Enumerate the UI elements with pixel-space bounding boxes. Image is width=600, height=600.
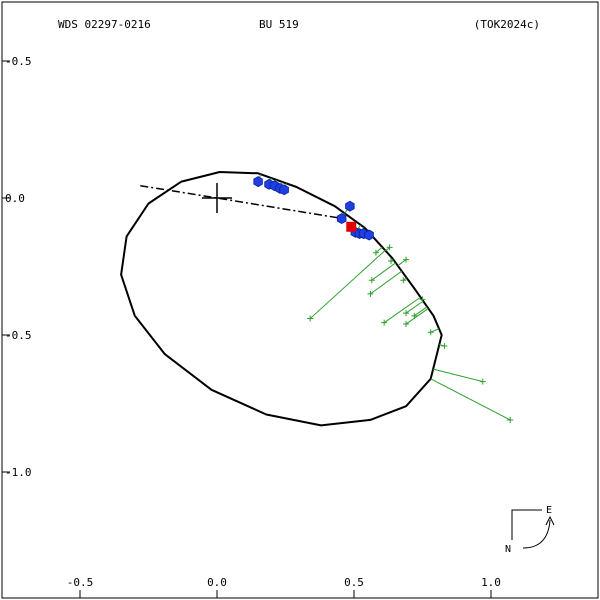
current-position-marker — [346, 221, 357, 232]
speckle-point — [364, 229, 374, 241]
line-of-nodes — [140, 184, 344, 220]
micrometer-residual — [405, 300, 424, 314]
header-wds: WDS 02297-0216 — [58, 18, 151, 31]
micrometer-residual — [385, 246, 390, 252]
micrometer-residual — [430, 378, 511, 421]
micrometer-point — [507, 416, 514, 423]
speckle-point — [253, 176, 263, 188]
orbit-ellipse — [120, 171, 443, 427]
axis-ticks: -0.5 0.0 0.5 1.0 -0.5 0.0 -0.5 -1.0 — [2, 55, 501, 598]
x-tick-label: 1.0 — [481, 576, 501, 589]
micrometer-point — [400, 277, 407, 284]
micrometer-point — [403, 321, 410, 328]
compass-arrow — [522, 519, 551, 549]
compass-frame — [511, 509, 542, 540]
micrometer-residual — [370, 270, 403, 295]
micrometer-point — [387, 258, 394, 265]
y-tick-label: -1.0 — [5, 466, 32, 479]
micrometer-point — [403, 256, 410, 263]
micrometer-point — [368, 277, 375, 284]
compass: E N — [505, 505, 555, 555]
speckle-point — [336, 213, 347, 225]
micrometer-point — [381, 319, 388, 326]
micrometer-residual — [383, 296, 421, 324]
micrometer-point — [427, 329, 434, 336]
micrometer-point — [367, 290, 374, 297]
y-tick-label: -0.5 — [5, 329, 32, 342]
micrometer-residual — [413, 306, 428, 317]
x-tick-label: 0.5 — [344, 576, 364, 589]
micrometer-point — [419, 296, 426, 303]
compass-east-label: E — [546, 505, 552, 516]
micrometer-residual — [309, 249, 386, 319]
compass-north-label: N — [505, 544, 511, 555]
compass-arrowhead — [545, 515, 555, 526]
micrometer-point — [403, 310, 410, 317]
micrometer-point — [372, 249, 379, 256]
y-tick-label: 0.0 — [5, 192, 25, 205]
micrometer-residual — [371, 262, 396, 281]
speckle-point — [345, 200, 355, 212]
micrometer-point — [386, 244, 393, 251]
micrometer-residual — [433, 368, 483, 383]
micrometer-point — [479, 378, 486, 385]
micrometer-point — [411, 312, 418, 319]
micrometer-residual — [430, 328, 440, 333]
micrometer-point — [441, 342, 448, 349]
orbit-layer — [120, 171, 443, 427]
header-orbit-reference: (TOK2024c) — [474, 18, 540, 31]
x-tick-label: 0.0 — [207, 576, 227, 589]
header-discoverer: BU 519 — [259, 18, 299, 31]
points-layer — [253, 176, 514, 423]
micrometer-residual — [397, 259, 407, 267]
x-tick-label: -0.5 — [67, 576, 94, 589]
speckle-point — [279, 184, 289, 196]
micrometer-residual — [375, 246, 383, 254]
y-tick-label: -0.5 — [5, 55, 32, 68]
micrometer-point — [307, 315, 314, 322]
